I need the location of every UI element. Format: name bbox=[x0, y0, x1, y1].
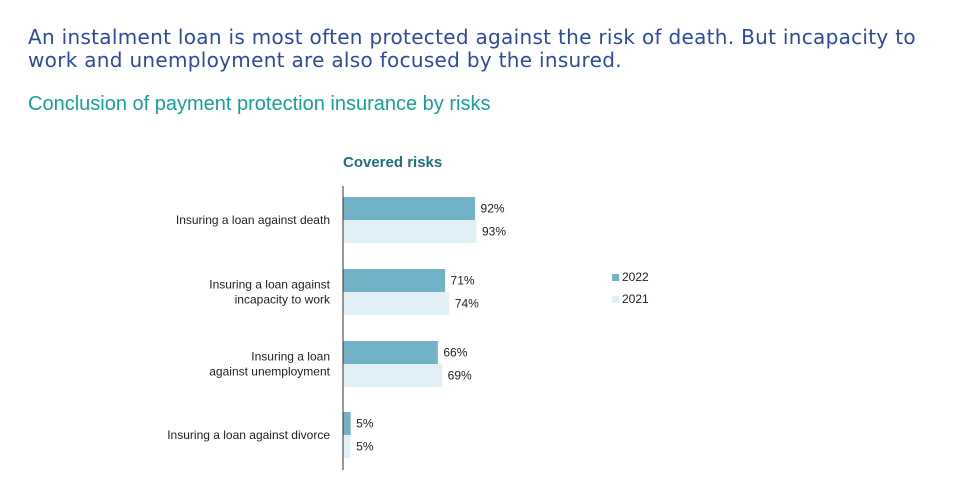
legend-swatch-2022 bbox=[612, 273, 619, 281]
data-label-2021-3: 5% bbox=[356, 440, 374, 454]
bar-2021-1 bbox=[343, 292, 450, 315]
bar-2022-3 bbox=[343, 412, 351, 435]
data-label-2021-2: 69% bbox=[448, 369, 472, 383]
category-label-2: Insuring a loan against unemployment bbox=[209, 350, 330, 379]
data-label-2022-3: 5% bbox=[356, 417, 374, 431]
legend-item-2021: 2021 bbox=[612, 288, 649, 310]
headline: An instalment loan is most often protect… bbox=[28, 25, 916, 72]
data-label-2021-0: 93% bbox=[482, 225, 506, 239]
chart-title: Covered risks bbox=[343, 154, 443, 171]
data-label-2022-0: 92% bbox=[481, 202, 505, 216]
legend: 2022 2021 bbox=[612, 266, 649, 310]
bar-2022-1 bbox=[343, 269, 446, 292]
legend-label-2022: 2022 bbox=[622, 270, 649, 284]
bar-2021-2 bbox=[343, 364, 443, 387]
data-label-2021-1: 74% bbox=[455, 297, 479, 311]
category-label-0: Insuring a loan against death bbox=[176, 213, 330, 227]
bar-2021-0 bbox=[343, 220, 477, 243]
bar-2021-3 bbox=[343, 435, 351, 458]
legend-item-2022: 2022 bbox=[612, 266, 649, 288]
data-label-2022-1: 71% bbox=[451, 274, 475, 288]
bar-2022-2 bbox=[343, 341, 438, 364]
data-label-2022-2: 66% bbox=[443, 346, 467, 360]
category-label-1: Insuring a loan against incapacity to wor… bbox=[209, 278, 331, 307]
legend-label-2021: 2021 bbox=[622, 292, 649, 306]
category-label-3: Insuring a loan against divorce bbox=[167, 428, 330, 442]
bar-2022-0 bbox=[343, 197, 476, 220]
legend-swatch-2021 bbox=[612, 295, 619, 303]
chart-subtitle: Conclusion of payment protection insuran… bbox=[28, 93, 491, 115]
